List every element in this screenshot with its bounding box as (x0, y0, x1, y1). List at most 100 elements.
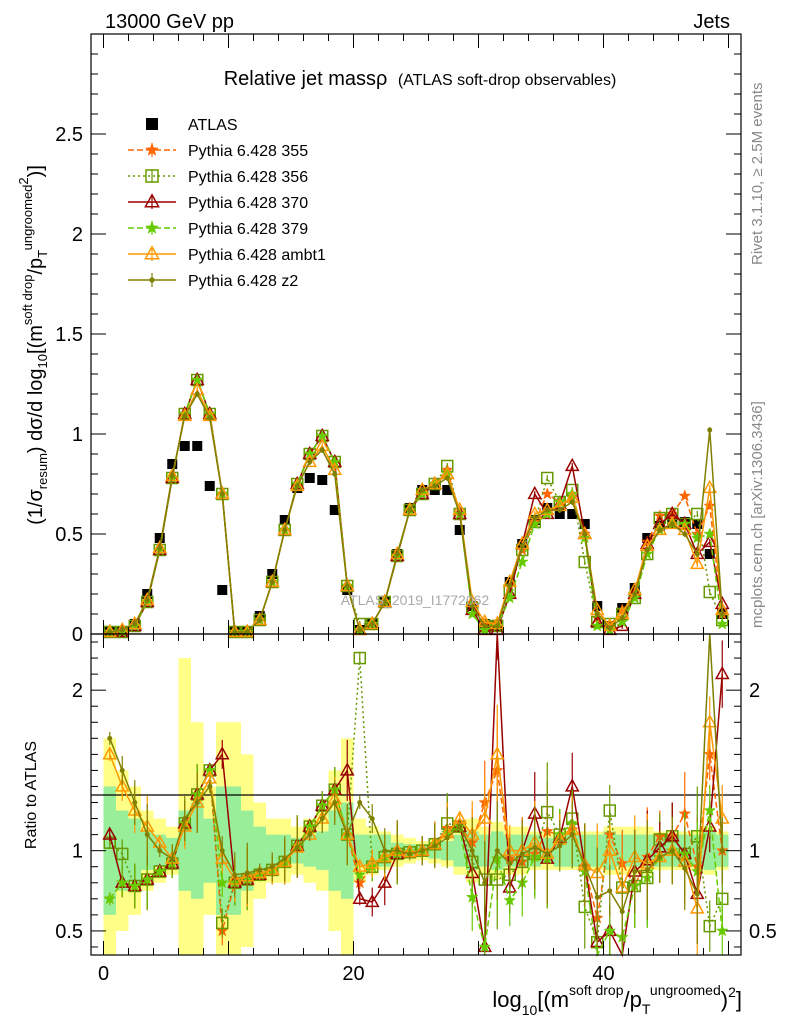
ratio-data-point (364, 855, 380, 869)
legend-marker (144, 245, 160, 260)
legend-label: Pythia 6.428 355 (188, 143, 308, 160)
main-data-point (657, 527, 663, 533)
ratio-data-point (294, 844, 300, 850)
main-data-point (419, 487, 425, 493)
ratio-y-tick-label-right: 0.5 (749, 921, 777, 943)
main-data-point (257, 617, 263, 623)
chart-title: Relative jet massρ (224, 68, 388, 90)
main-data-point (164, 467, 180, 482)
ratio-data-point (216, 916, 229, 930)
main-ylabel-text: (1/σresum) dσ/d log10[(msoft drop/pTungr… (16, 165, 50, 525)
main-data-point (579, 519, 590, 529)
ratio-band-inner (103, 786, 116, 915)
main-data-point (664, 515, 680, 530)
ratio-data-point (132, 800, 138, 806)
ratio-data-point (644, 867, 650, 873)
ratio-data-point (503, 893, 517, 906)
ratio-data-point (257, 867, 263, 873)
legend-marker (144, 193, 160, 208)
main-data-point (442, 485, 453, 495)
legend-label: Pythia 6.428 379 (188, 221, 308, 238)
ratio-data-point (140, 872, 154, 886)
ratio-band-inner (453, 834, 466, 867)
ratio-data-point (169, 856, 175, 862)
mcplots-label: mcplots.cern.ch [arXiv:1306.3436] (749, 401, 766, 628)
main-data-point (619, 615, 625, 621)
main-data-point (139, 591, 155, 606)
legend-marker (144, 220, 160, 234)
main-data-point (703, 585, 716, 599)
ratio-data-point (153, 864, 167, 878)
main-data-point (154, 533, 165, 543)
ratio-data-point (103, 892, 117, 905)
ratio-data-point (657, 854, 663, 860)
main-data-point (394, 551, 400, 557)
main-data-point (244, 629, 250, 635)
main-data-point (232, 629, 238, 635)
main-y-tick-label: 1 (72, 424, 83, 446)
ratio-data-point (694, 891, 700, 897)
main-data-point (204, 481, 215, 491)
main-data-point (227, 623, 243, 638)
ratio-data-point (352, 890, 368, 904)
main-data-point (540, 487, 554, 500)
main-data-point (182, 413, 188, 419)
legend-entry: Pythia 6.428 379 (128, 220, 308, 238)
legend-label: Pythia 6.428 ambt1 (188, 247, 326, 264)
ratio-data-point (215, 875, 229, 889)
ratio-data-point (457, 824, 463, 830)
main-y-tick-label: 1.5 (55, 324, 83, 346)
ratio-data-point (594, 894, 600, 900)
ratio-data-point (494, 848, 500, 854)
ratio-data-point (114, 778, 130, 792)
ratio-data-point (632, 869, 638, 875)
ratio-band-inner (253, 826, 266, 875)
rivet-label: Rivet 3.1.10, ≥ 2.5M events (749, 83, 766, 266)
ratio-data-point (119, 767, 125, 773)
ratio-ylabel: Ratio to ATLAS (23, 741, 40, 849)
ratio-data-point (382, 848, 388, 854)
legend-entry: Pythia 6.428 z2 (128, 273, 298, 290)
main-data-point (669, 521, 675, 527)
main-data-point (567, 509, 578, 519)
main-data-point (339, 577, 355, 592)
main-data-point (527, 485, 543, 500)
ratio-frame (90, 633, 742, 956)
ratio-data-point (619, 909, 625, 915)
ratio-y-tick-label-right: 1 (749, 841, 760, 863)
main-data-point (119, 627, 125, 633)
main-data-point (507, 583, 513, 589)
main-data-point (564, 457, 580, 472)
ratio-data-point (465, 890, 479, 903)
ratio-band-inner (328, 810, 341, 891)
main-data-point (239, 623, 255, 638)
legend-entry: Pythia 6.428 355 (128, 142, 308, 160)
main-data-point (689, 555, 705, 570)
ratio-x-tick-label: 40 (592, 963, 614, 985)
main-data-point (127, 615, 143, 630)
main-data-point (302, 453, 318, 468)
ratio-xlabel: log10[(msoft drop/pTungroomed)2] (492, 982, 742, 1018)
chart-subtitle: (ATLAS soft-drop observables) (398, 72, 616, 89)
ratio-band-inner (203, 818, 216, 883)
ratio-axes: 0.5 0.51 12 20 20 40 (55, 634, 777, 985)
ratio-xlabel-text: log10[(msoft drop/pTungroomed)2] (492, 982, 742, 1018)
legend-entry: Pythia 6.428 370 (128, 193, 308, 212)
ratio-data-point (715, 924, 729, 937)
ratio-data-point (344, 832, 350, 838)
ratio-x-tick-label: 20 (342, 963, 364, 985)
main-data-point (444, 475, 450, 481)
main-data-point (644, 547, 650, 553)
main-data-point (457, 511, 463, 517)
ratio-y-tick-label: 0.5 (55, 921, 83, 943)
main-data-point (704, 549, 715, 559)
ratio-data-point (532, 844, 538, 850)
main-data-point (632, 591, 638, 597)
chart-watermark: ATLAS_2019_I1772062 (341, 592, 490, 608)
ratio-band-inner (128, 818, 141, 883)
ratio-data-point (102, 746, 118, 760)
ratio-band-inner (266, 834, 279, 867)
legend-marker (149, 277, 155, 283)
ratio-data-point (607, 888, 613, 894)
